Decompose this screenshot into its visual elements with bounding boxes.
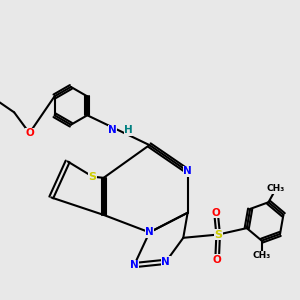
Text: O: O (25, 128, 34, 138)
Text: N: N (145, 227, 154, 237)
Text: S: S (214, 230, 222, 239)
Text: N: N (130, 260, 139, 270)
Text: N: N (108, 125, 117, 135)
Text: CH₃: CH₃ (253, 251, 271, 260)
Text: O: O (213, 255, 221, 265)
Text: H: H (124, 125, 133, 135)
Text: N: N (183, 166, 192, 176)
Text: CH₃: CH₃ (267, 184, 285, 193)
Text: N: N (161, 257, 170, 267)
Text: O: O (212, 208, 220, 218)
Text: S: S (89, 172, 97, 182)
